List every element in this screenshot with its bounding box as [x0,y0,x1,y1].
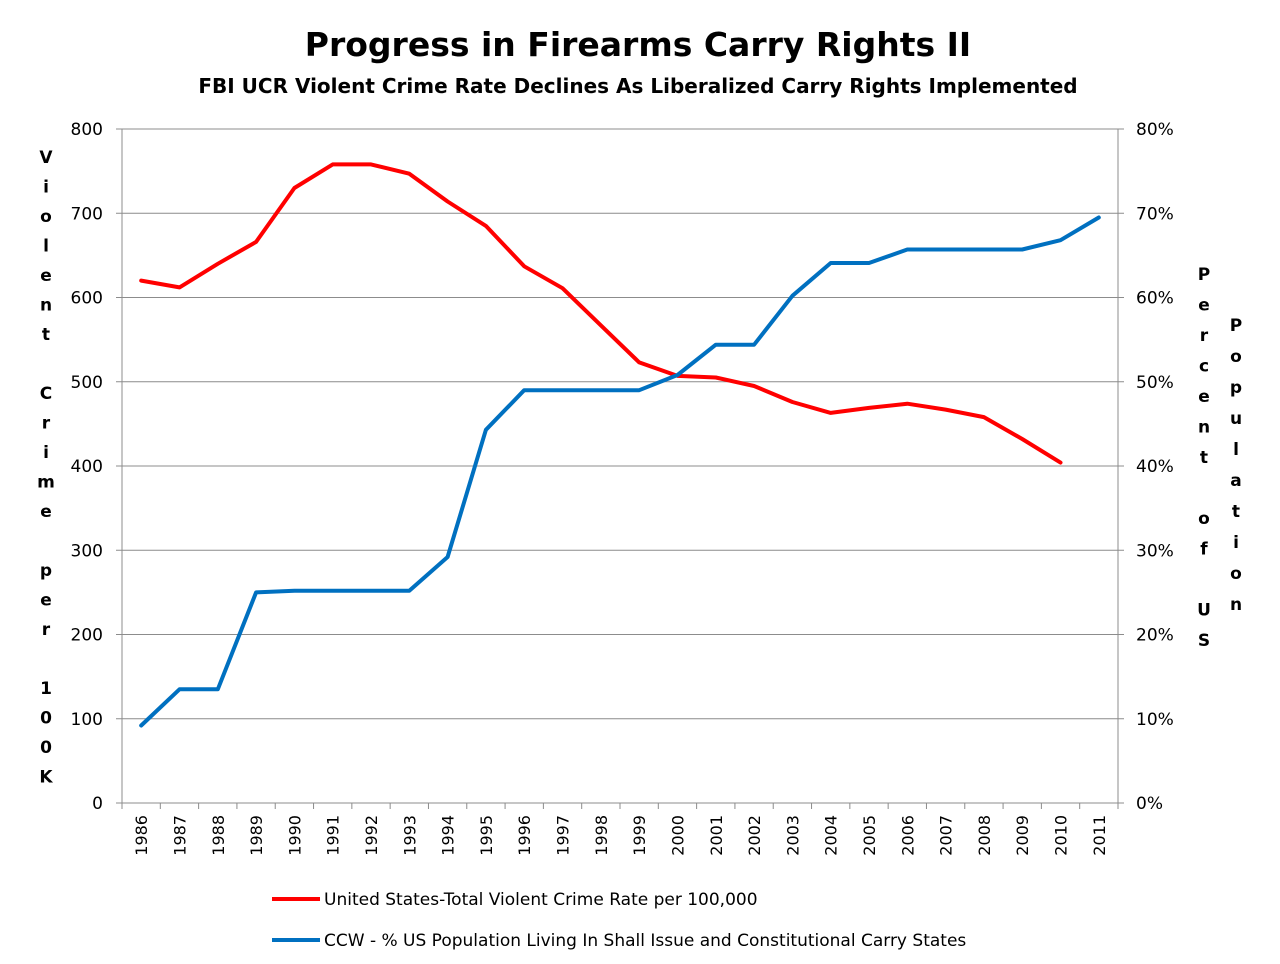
y-left-tick-label: 600 [71,289,103,309]
y-right-axis-title-char: P [1230,316,1242,336]
y-left-axis-title-char: 1 [40,679,52,699]
y-right-axis-title-char: p [1230,378,1242,398]
y-left-axis-title-char: p [40,561,52,581]
y-right-axis-title-char: t [1200,448,1208,468]
x-tick-label: 2000 [668,815,687,856]
y-right-axis-title-char: o [1230,347,1242,367]
chart-title: Progress in Firearms Carry Rights II [305,25,971,64]
y-right-axis-title-char: c [1199,357,1209,377]
y-left-tick-label: 200 [71,626,103,646]
series-line [139,162,1063,465]
x-tick-label: 2010 [1052,815,1071,856]
y-left-axis-title-char: e [40,591,52,611]
y-left-tick-label: 500 [71,373,103,393]
y-left-axis-title-char: r [42,414,51,434]
y-right-axis-title-char: a [1230,471,1241,491]
y-right-axis-title-char: S [1198,631,1210,651]
x-tick-label: 1988 [209,815,228,856]
y-left-axis-title-char: o [40,207,52,227]
legend-label: United States-Total Violent Crime Rate p… [324,890,758,910]
y-left-tick-label: 100 [71,710,103,730]
y-left-axis-title-char: C [40,384,52,404]
y-left-axis-title-char: l [43,237,49,257]
y-left-axis-title-char: e [40,266,52,286]
x-tick-label: 1994 [439,815,458,856]
y-left-axis-title-char: K [39,768,53,788]
y-right-axis-title-char: n [1198,418,1210,438]
y-right-axis-title-char: o [1230,564,1242,584]
x-tick-label: 1997 [554,815,573,856]
x-tick-label: 1992 [362,815,381,856]
y-right-axis-title-char: f [1200,540,1208,560]
y-right-axis-title-char: n [1230,595,1242,615]
x-tick-label: 1990 [285,815,304,856]
y-right-axis-title-char: r [1200,326,1209,346]
y-left-tick-label: 700 [71,204,103,224]
series-lines [139,162,1101,728]
y-right-tick-label: 0% [1136,794,1163,814]
y-left-axis-title-char: 0 [40,738,52,758]
x-tick-label: 2006 [898,815,917,856]
y-left-tick-label: 800 [71,120,103,140]
y-left-tick-label: 300 [71,541,103,561]
y-left-tick-label: 400 [71,457,103,477]
x-tick-label: 2008 [975,815,994,856]
x-tick-label: 2005 [860,815,879,856]
legend: United States-Total Violent Crime Rate p… [272,890,966,951]
y-right-axis-title-char: t [1232,502,1240,522]
gridlines [122,128,1118,720]
x-tick-label: 1991 [324,815,343,856]
y-right-tick-label: 70% [1136,204,1174,224]
y-left-axis-title-char: i [43,443,49,463]
y-right-axis-title-char: U [1197,601,1211,621]
y-right-tick-label: 20% [1136,626,1174,646]
y-right-tick-label: 60% [1136,289,1174,309]
y-right-tick-label: 30% [1136,541,1174,561]
x-tick-label: 2001 [707,815,726,856]
y-left-axis-title-char: e [40,502,52,522]
y-left-axis-title-char: n [40,296,52,316]
y-left-axis-title-char: t [42,325,50,345]
x-tick-label: 1993 [400,815,419,856]
x-tick-label: 1998 [592,815,611,856]
y-right-tick-label: 40% [1136,457,1174,477]
y-right-axis-title-char: e [1198,387,1210,407]
y-right-axis-title-char: l [1233,440,1239,460]
x-tick-label: 2002 [745,815,764,856]
x-tick-label: 1987 [170,815,189,856]
y-left-axis-title-char: V [39,148,53,168]
y-left-axis-title-char: i [43,178,49,198]
y-left-axis-title-char: 0 [40,709,52,729]
y-right-axis-title-char: u [1230,409,1242,429]
y-right-tick-label: 80% [1136,120,1174,140]
x-tick-label: 1996 [515,815,534,856]
x-tick-label: 2007 [937,815,956,856]
x-tick-label: 2009 [1013,815,1032,856]
y-right-axis-title-char: i [1233,533,1239,553]
x-tick-label: 2011 [1090,815,1109,856]
y-left-axis-title-char: m [37,473,55,493]
chart-subtitle: FBI UCR Violent Crime Rate Declines As L… [198,74,1077,98]
y-right-tick-label: 10% [1136,710,1174,730]
y-right-axis-title-char: o [1198,509,1210,529]
y-right-tick-label: 50% [1136,373,1174,393]
y-right-axis-title-char: P [1198,265,1210,285]
x-tick-label: 1989 [247,815,266,856]
legend-label: CCW - % US Population Living In Shall Is… [324,931,966,951]
axis-labels: 0 0%100 10%200 20%300 30%400 40%500 50%600 60%7… [37,120,1242,856]
y-left-axis-title-char: r [42,620,51,640]
x-tick-label: 1999 [630,815,649,856]
x-tick-label: 1995 [477,815,496,856]
series-line [139,215,1101,728]
axes [116,128,1124,809]
y-left-tick-label: 0 [92,794,103,814]
x-tick-label: 1986 [132,815,151,856]
y-right-axis-title-char: e [1198,296,1210,316]
x-tick-label: 2003 [783,815,802,856]
x-tick-label: 2004 [822,815,841,856]
